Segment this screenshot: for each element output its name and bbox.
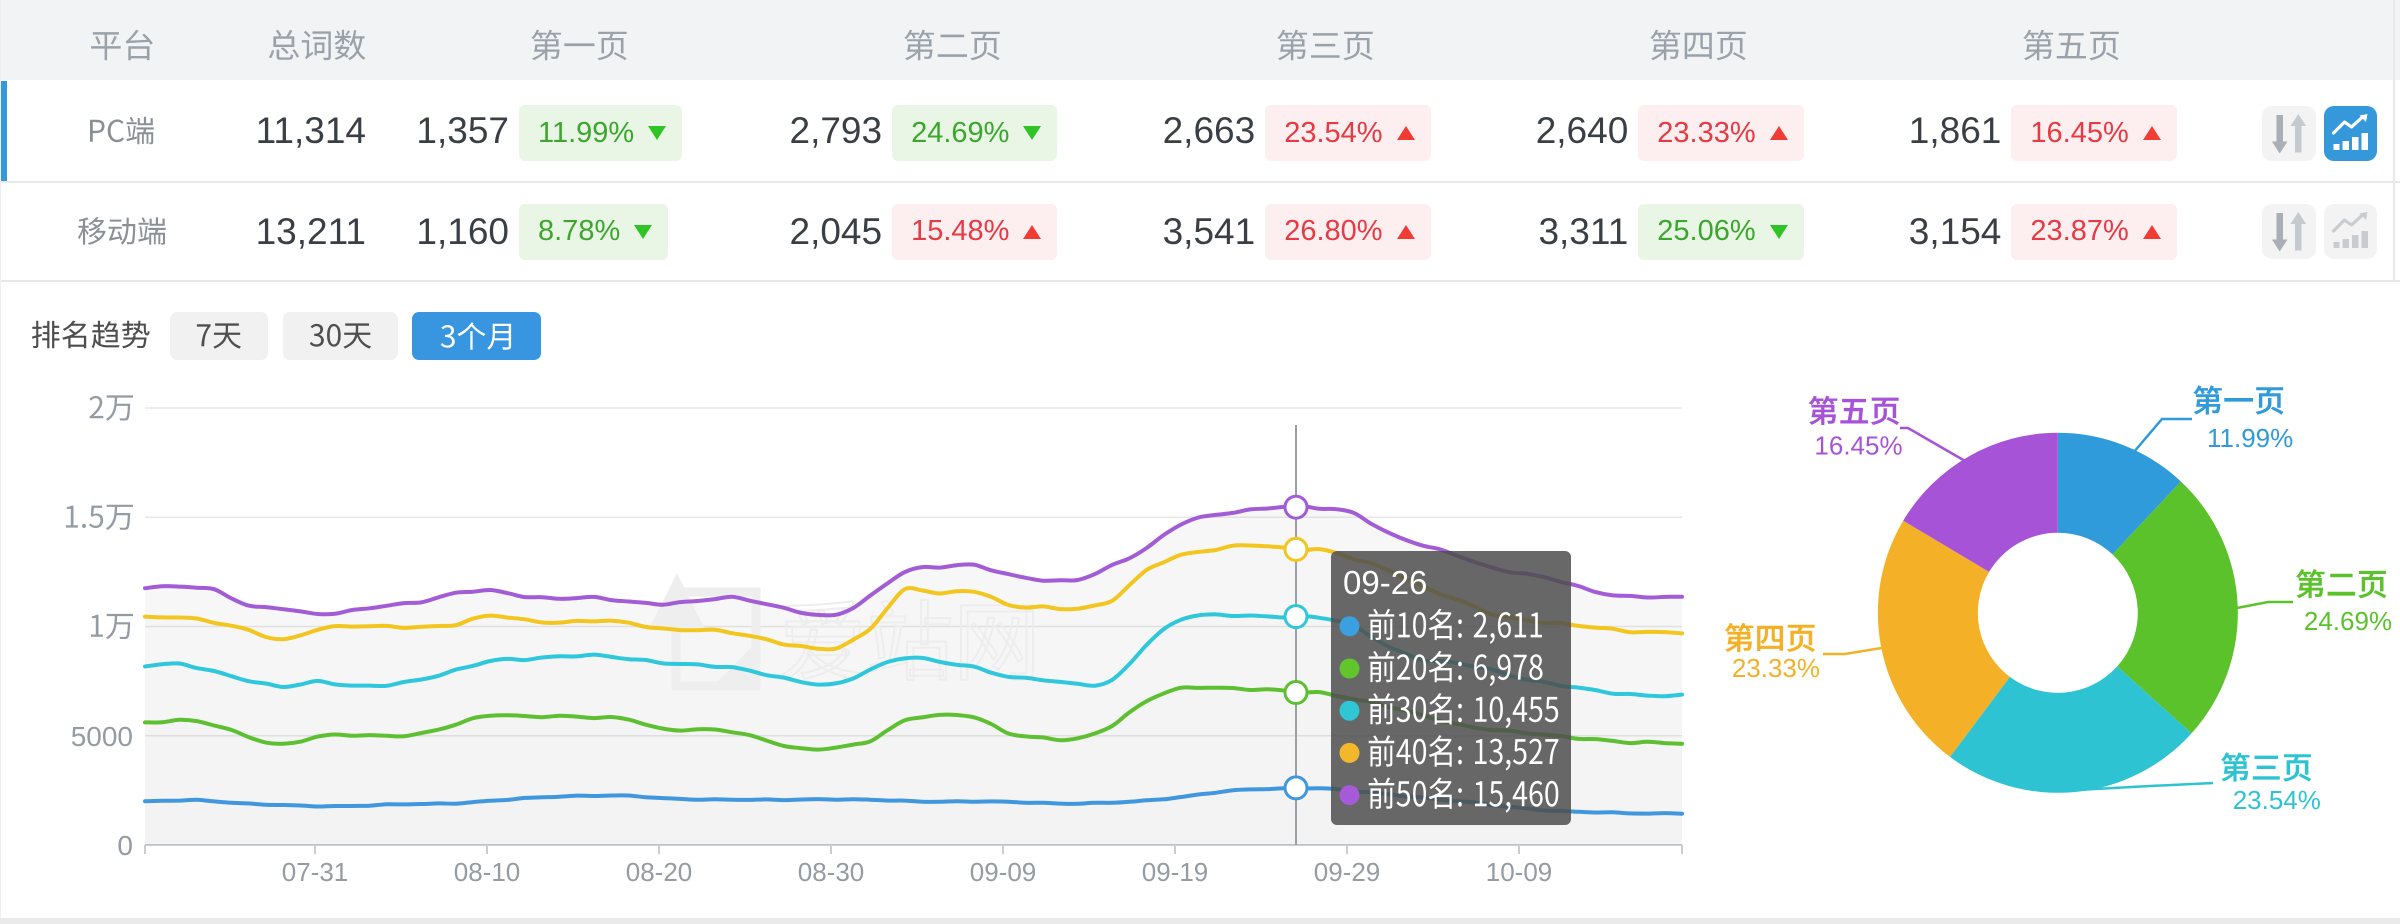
svg-text:11.99%: 11.99% bbox=[2207, 423, 2293, 453]
svg-text:24.69%: 24.69% bbox=[2304, 606, 2392, 636]
svg-text:09-09: 09-09 bbox=[970, 857, 1037, 887]
svg-text:5000: 5000 bbox=[71, 721, 133, 752]
svg-text:07-31: 07-31 bbox=[282, 857, 349, 887]
svg-text:23.54%: 23.54% bbox=[2233, 785, 2321, 815]
svg-text:09-26: 09-26 bbox=[1343, 564, 1427, 601]
svg-text:23.33%: 23.33% bbox=[1732, 653, 1820, 683]
svg-text:16.45%: 16.45% bbox=[1814, 431, 1902, 461]
svg-text:09-29: 09-29 bbox=[1314, 857, 1381, 887]
svg-text:08-20: 08-20 bbox=[626, 857, 693, 887]
svg-text:10-09: 10-09 bbox=[1486, 857, 1553, 887]
svg-text:0: 0 bbox=[117, 830, 133, 861]
svg-text:09-19: 09-19 bbox=[1142, 857, 1209, 887]
svg-text:08-30: 08-30 bbox=[798, 857, 865, 887]
svg-text:08-10: 08-10 bbox=[454, 857, 521, 887]
